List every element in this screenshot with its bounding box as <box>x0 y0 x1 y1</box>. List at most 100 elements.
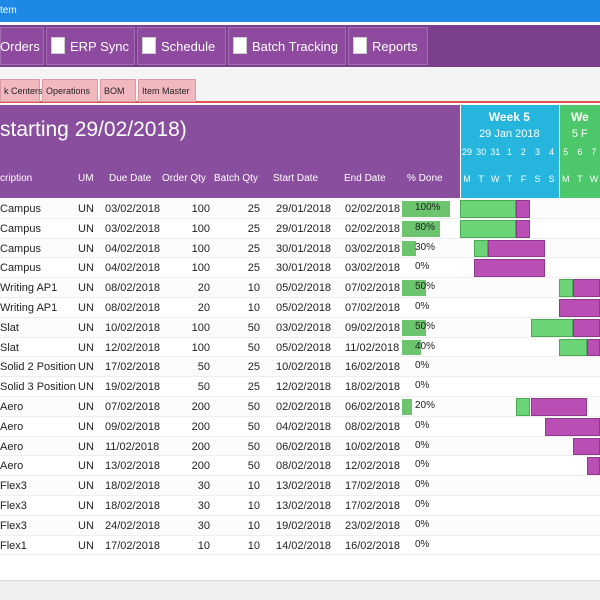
cell-batch: 10 <box>247 519 260 532</box>
gantt-bar[interactable] <box>474 239 489 258</box>
tab[interactable] <box>100 79 136 102</box>
tab[interactable] <box>42 79 98 102</box>
toolbar-label: Reports <box>372 39 418 54</box>
cell-batch: 10 <box>247 500 260 512</box>
gantt-bar[interactable] <box>586 338 600 357</box>
row[interactable] <box>0 476 600 496</box>
cell-due: 13/02/2018 <box>105 460 161 473</box>
cell-done: 0% <box>415 380 430 392</box>
toolbar-button[interactable] <box>0 27 44 65</box>
cell-order: 100 <box>191 222 210 235</box>
cell-start: 12/02/2018 <box>276 381 332 394</box>
gantt-bar[interactable] <box>572 318 600 337</box>
cell-desc: Solid 3 Position <box>0 381 76 394</box>
gantt-bar[interactable] <box>544 417 600 436</box>
toolbar-button[interactable] <box>228 27 346 65</box>
row[interactable] <box>0 535 600 556</box>
cell-order: 20 <box>197 282 210 295</box>
row[interactable] <box>0 456 600 477</box>
cell-end: 07/02/2018 <box>345 282 401 295</box>
cell-due: 08/02/2018 <box>105 282 161 295</box>
week-date: 29 Jan 2018 <box>479 128 540 140</box>
cell-order: 200 <box>191 440 210 453</box>
row[interactable] <box>0 258 600 279</box>
grid-header <box>0 105 460 198</box>
day-number: 3 <box>535 147 541 157</box>
row[interactable] <box>0 377 600 397</box>
tab-label: BOM <box>104 86 125 96</box>
gantt-bar[interactable] <box>558 279 573 297</box>
toolbar-label: Schedule <box>161 39 216 54</box>
cell-due: 18/02/2018 <box>105 500 161 512</box>
row[interactable] <box>0 298 600 318</box>
column-header: Order Qty <box>162 173 206 184</box>
gantt-bar[interactable] <box>516 219 531 238</box>
gantt-bar[interactable] <box>572 279 600 297</box>
day-number: 6 <box>577 147 583 157</box>
cell-start: 05/02/2018 <box>276 282 332 295</box>
cell-start: 05/02/2018 <box>276 341 332 354</box>
gantt-bar[interactable] <box>558 338 587 357</box>
row[interactable] <box>0 317 600 338</box>
cell-end: 12/02/2018 <box>345 460 401 473</box>
cell-order: 30 <box>197 519 210 532</box>
cell-done: 50% <box>415 320 436 332</box>
cell-desc: Campus <box>0 242 41 255</box>
gantt-bar[interactable] <box>516 200 531 218</box>
row[interactable] <box>0 397 600 417</box>
cell-due: 18/02/2018 <box>105 480 161 493</box>
row[interactable] <box>0 515 600 536</box>
gantt-bar[interactable] <box>586 457 600 476</box>
column-header: UM <box>78 173 94 184</box>
status-bar <box>0 580 600 600</box>
row[interactable] <box>0 357 600 378</box>
row[interactable] <box>0 337 600 358</box>
gantt-bar[interactable] <box>488 239 545 258</box>
cell-um: UN <box>78 203 94 215</box>
gantt-bar[interactable] <box>530 398 587 416</box>
gantt-bar[interactable] <box>474 259 545 278</box>
cell-desc: Flex3 <box>0 480 27 493</box>
gantt-bar[interactable] <box>460 219 517 238</box>
tab[interactable] <box>138 79 196 102</box>
cell-start: 29/01/2018 <box>276 222 332 235</box>
toolbar-button[interactable] <box>46 27 135 65</box>
cell-start: 06/02/2018 <box>276 440 332 453</box>
toolbar-button[interactable] <box>137 27 226 65</box>
gantt-bar[interactable] <box>530 318 573 337</box>
cell-desc: Writing AP1 <box>0 302 58 314</box>
gantt-bar[interactable] <box>558 299 600 317</box>
toolbar-icon <box>142 37 156 54</box>
row[interactable] <box>0 278 600 298</box>
day-of-week: S <box>534 174 541 184</box>
row[interactable] <box>0 218 600 239</box>
day-number: 30 <box>476 147 487 157</box>
row[interactable] <box>0 436 600 457</box>
gantt-bar[interactable] <box>460 200 517 218</box>
day-of-week: W <box>589 174 599 184</box>
row[interactable] <box>0 416 600 437</box>
cell-batch: 50 <box>247 420 260 433</box>
cell-um: UN <box>78 519 94 532</box>
cell-order: 50 <box>197 361 210 374</box>
day-of-week: W <box>490 174 500 184</box>
row[interactable] <box>0 199 600 219</box>
cell-order: 200 <box>191 460 210 473</box>
progress-bar <box>402 339 422 356</box>
row[interactable] <box>0 496 600 516</box>
cell-um: UN <box>78 321 94 334</box>
cell-done: 0% <box>415 360 430 372</box>
tab[interactable] <box>0 79 40 102</box>
gantt-bar[interactable] <box>572 437 600 456</box>
cell-um: UN <box>78 500 94 512</box>
cell-end: 09/02/2018 <box>345 321 401 334</box>
progress-bar <box>402 399 412 415</box>
cell-end: 17/02/2018 <box>345 480 401 493</box>
gantt-bar[interactable] <box>516 398 531 416</box>
cell-start: 02/02/2018 <box>276 401 332 413</box>
cell-order: 30 <box>197 480 210 493</box>
cell-um: UN <box>78 242 94 255</box>
week-header <box>460 105 559 198</box>
row[interactable] <box>0 238 600 259</box>
cell-start: 29/01/2018 <box>276 203 332 215</box>
